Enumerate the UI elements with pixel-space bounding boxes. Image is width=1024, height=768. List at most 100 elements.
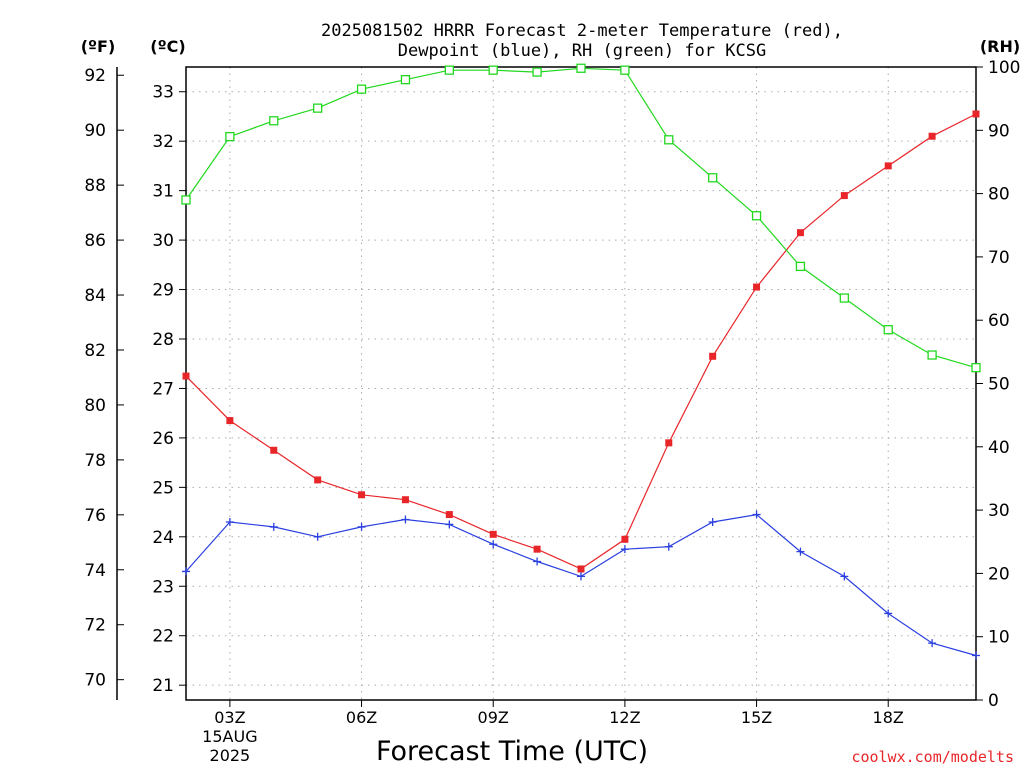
x-tick-label: 12Z: [609, 708, 640, 727]
celsius-tick-label: 22: [152, 627, 174, 647]
fahrenheit-tick-label: 80: [84, 396, 106, 416]
rh-point: [225, 131, 235, 142]
celsius-tick-label: 33: [152, 83, 174, 103]
celsius-tick-label: 23: [152, 577, 174, 597]
rh-point: [708, 173, 718, 183]
x-tick-year-label: 2025: [210, 746, 251, 765]
fahrenheit-tick-label: 78: [84, 451, 106, 471]
temperature-point: [665, 439, 673, 447]
temperature-point: [358, 491, 366, 499]
rh-tick-label: 30: [988, 501, 1010, 521]
celsius-tick-label: 21: [152, 676, 174, 696]
series-layer: [181, 63, 981, 660]
fahrenheit-tick-label: 82: [84, 341, 106, 361]
rh-point: [927, 350, 937, 360]
rh-point: [664, 135, 674, 145]
x-axis-label: Forecast Time (UTC): [376, 736, 648, 767]
rh-point: [444, 65, 454, 75]
celsius-tick-label: 29: [152, 281, 174, 301]
plot-frame: [185, 66, 977, 701]
fahrenheit-tick-label: 88: [84, 176, 106, 196]
celsius-tick-label: 32: [152, 132, 174, 152]
rh-point: [795, 261, 806, 272]
celsius-tick-label: 24: [152, 528, 174, 548]
rh-point: [751, 211, 762, 221]
temperature-point: [577, 565, 585, 573]
temperature-point: [445, 511, 453, 519]
temperature-point: [796, 229, 804, 237]
fahrenheit-unit-label: (ºF): [81, 37, 116, 56]
x-tick-label: 18Z: [873, 708, 904, 727]
temperature-point: [972, 110, 980, 118]
fahrenheit-tick-label: 74: [84, 561, 106, 581]
rh-tick-label: 0: [988, 691, 999, 711]
temperature-point: [840, 192, 848, 200]
dewpoint-point: [182, 567, 190, 576]
dewpoint-point: [533, 557, 542, 566]
temperature-point: [709, 352, 717, 360]
temperature-point: [753, 283, 761, 291]
rh-line: [185, 67, 977, 369]
dewpoint-point: [884, 609, 893, 618]
rh-tick-label: 100: [988, 58, 1020, 78]
temperature-point: [314, 476, 322, 484]
temperature-point: [884, 162, 892, 170]
x-tick-label: 09Z: [478, 708, 509, 727]
dewpoint-point: [928, 639, 937, 648]
x-tick-label: 06Z: [346, 708, 377, 727]
temperature-point: [182, 372, 190, 380]
axes: 21 22 23 24 25 26 27 28 29 30 31 32 33 70 72 74 76 78 80 82…: [84, 58, 1020, 765]
rh-point: [576, 63, 586, 73]
x-tick-date-label: 15AUG: [202, 727, 257, 746]
rh-tick-label: 50: [988, 375, 1010, 395]
dewpoint-point: [401, 515, 410, 524]
temperature-point: [621, 535, 629, 543]
fahrenheit-tick-label: 72: [84, 616, 106, 636]
fahrenheit-tick-label: 86: [84, 231, 106, 251]
temperature-point: [533, 545, 541, 553]
celsius-unit-label: (ºC): [150, 37, 185, 56]
dewpoint-point: [313, 532, 322, 541]
x-tick-label: 03Z: [214, 708, 245, 727]
temperature-point: [928, 132, 936, 140]
rh-tick-label: 40: [988, 438, 1010, 458]
rh-point: [488, 65, 498, 75]
rh-point: [532, 67, 542, 77]
rh-tick-label: 60: [988, 311, 1010, 331]
rh-point: [620, 65, 630, 75]
celsius-tick-label: 31: [152, 182, 174, 202]
rh-unit-label: (RH): [980, 37, 1020, 56]
dewpoint-point: [357, 522, 366, 531]
fahrenheit-tick-label: 70: [84, 671, 106, 691]
celsius-tick-label: 28: [152, 330, 174, 350]
dewpoint-point: [840, 572, 849, 581]
rh-point: [181, 195, 191, 205]
dewpoint-point: [577, 572, 585, 581]
dewpoint-point: [489, 540, 498, 549]
temperature-line: [185, 113, 977, 570]
gridlines: [186, 67, 976, 700]
celsius-tick-label: 30: [152, 231, 174, 251]
temperature-point: [401, 496, 409, 504]
rh-tick-label: 20: [988, 564, 1010, 584]
dewpoint-point: [664, 542, 673, 551]
dewpoint-line: [185, 513, 977, 657]
rh-tick-label: 80: [988, 185, 1010, 205]
dewpoint-point: [752, 510, 761, 519]
fahrenheit-tick-label: 92: [84, 66, 106, 86]
dewpoint-point: [972, 651, 980, 660]
credit-text: coolwx.com/modelts: [851, 748, 1014, 766]
rh-point: [313, 103, 323, 113]
rh-point: [269, 116, 279, 126]
celsius-tick-label: 26: [152, 429, 174, 449]
rh-tick-label: 90: [988, 121, 1010, 141]
rh-point: [839, 293, 849, 303]
celsius-tick-label: 27: [152, 379, 174, 399]
rh-tick-label: 10: [988, 628, 1010, 648]
fahrenheit-tick-label: 84: [84, 286, 106, 306]
rh-point: [883, 325, 893, 335]
rh-point: [971, 363, 981, 373]
dewpoint-point: [269, 522, 278, 531]
fahrenheit-tick-label: 76: [84, 506, 106, 526]
